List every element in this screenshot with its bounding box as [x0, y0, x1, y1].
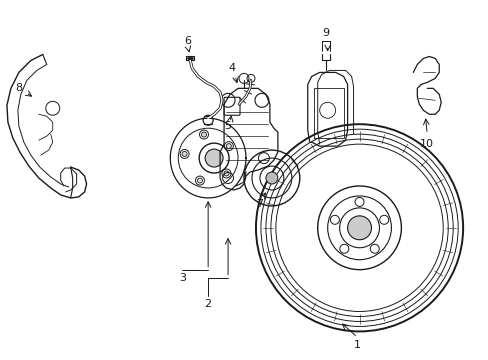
Circle shape — [224, 171, 228, 176]
Text: 7: 7 — [256, 199, 263, 209]
Circle shape — [347, 216, 371, 240]
Text: 3: 3 — [179, 273, 185, 283]
Text: 8: 8 — [15, 84, 22, 93]
Circle shape — [226, 144, 231, 149]
Text: 6: 6 — [184, 36, 191, 46]
Circle shape — [205, 149, 223, 167]
Circle shape — [265, 172, 277, 184]
Text: 4: 4 — [228, 63, 235, 73]
Circle shape — [203, 115, 213, 125]
Text: 1: 1 — [353, 340, 360, 350]
Text: 10: 10 — [419, 139, 433, 149]
Circle shape — [182, 152, 187, 157]
Text: 9: 9 — [322, 28, 328, 37]
Text: 2: 2 — [204, 298, 211, 309]
Circle shape — [197, 178, 202, 183]
Text: 5: 5 — [224, 121, 231, 131]
Circle shape — [201, 132, 206, 137]
